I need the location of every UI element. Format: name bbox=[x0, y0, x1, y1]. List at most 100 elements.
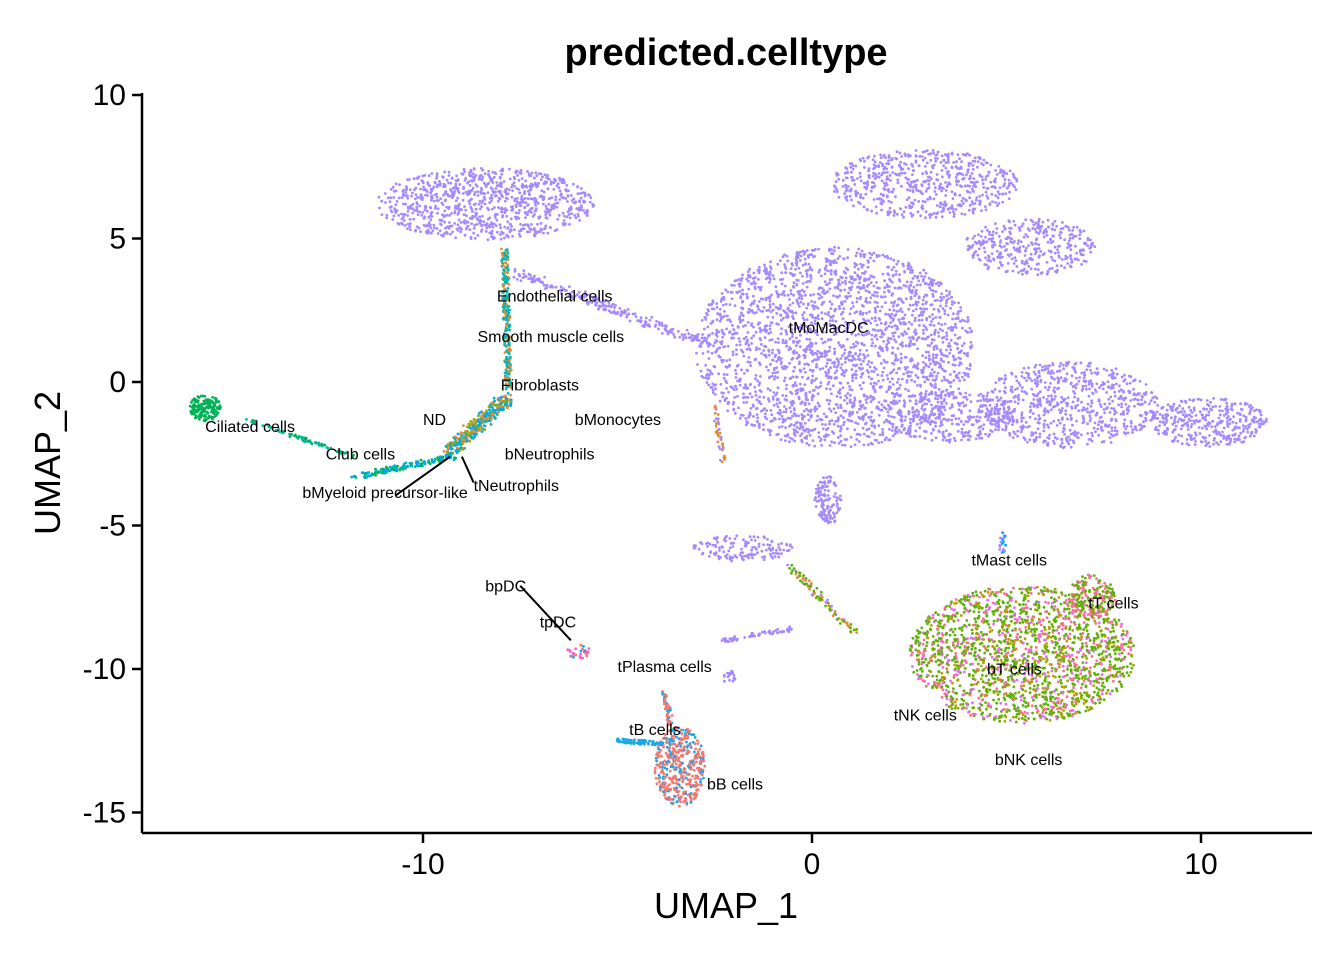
scatter-point bbox=[797, 296, 801, 300]
scatter-point bbox=[1080, 400, 1083, 404]
scatter-point bbox=[859, 310, 862, 314]
scatter-point bbox=[934, 159, 938, 163]
scatter-point bbox=[1035, 435, 1038, 439]
scatter-point bbox=[1062, 363, 1065, 367]
scatter-point bbox=[867, 277, 871, 281]
scatter-point bbox=[917, 314, 921, 318]
scatter-point bbox=[771, 316, 775, 319]
scatter-point bbox=[892, 214, 896, 217]
scatter-point bbox=[918, 418, 922, 422]
scatter-point bbox=[715, 328, 719, 332]
scatter-point bbox=[776, 376, 779, 379]
scatter-point bbox=[823, 280, 827, 283]
scatter-point bbox=[894, 427, 898, 431]
scatter-point bbox=[809, 351, 813, 355]
scatter-point bbox=[809, 293, 812, 297]
scatter-point bbox=[1143, 400, 1147, 404]
scatter-point bbox=[957, 171, 961, 175]
scatter-point bbox=[885, 254, 889, 258]
scatter-point bbox=[952, 354, 955, 358]
scatter-point bbox=[808, 433, 812, 437]
scatter-point bbox=[952, 396, 956, 400]
scatter-point bbox=[1113, 390, 1117, 394]
scatter-point bbox=[858, 400, 862, 404]
scatter-point bbox=[890, 301, 893, 304]
scatter-point bbox=[1042, 231, 1045, 235]
scatter-point bbox=[887, 188, 890, 191]
scatter-point bbox=[907, 307, 911, 311]
scatter-point bbox=[980, 209, 983, 213]
scatter-point bbox=[945, 388, 949, 392]
scatter-point bbox=[1066, 396, 1070, 400]
scatter-point bbox=[976, 180, 979, 184]
scatter-point bbox=[909, 358, 912, 362]
scatter-point bbox=[1212, 442, 1215, 446]
scatter-point bbox=[841, 416, 845, 420]
scatter-point bbox=[951, 197, 955, 201]
scatter-point bbox=[1101, 387, 1105, 391]
scatter-point bbox=[781, 338, 785, 342]
scatter-point bbox=[769, 389, 772, 392]
scatter-point bbox=[909, 265, 913, 269]
scatter-point bbox=[784, 366, 788, 369]
scatter-point bbox=[974, 250, 978, 253]
scatter-point bbox=[1109, 441, 1113, 444]
scatter-point bbox=[820, 352, 824, 356]
scatter-point bbox=[744, 417, 748, 420]
scatter-point bbox=[839, 403, 842, 407]
scatter-point bbox=[1015, 418, 1019, 422]
scatter-point bbox=[1089, 250, 1093, 254]
scatter-point bbox=[931, 294, 935, 298]
scatter-point bbox=[934, 391, 937, 395]
scatter-point bbox=[837, 341, 840, 344]
scatter-point bbox=[1034, 267, 1037, 271]
scatter-point bbox=[767, 400, 771, 403]
scatter-point bbox=[463, 205, 466, 209]
scatter-point bbox=[1205, 407, 1208, 411]
scatter-point bbox=[1180, 427, 1183, 431]
scatter-point bbox=[1128, 391, 1132, 395]
scatter-point bbox=[1058, 244, 1061, 248]
scatter-point bbox=[982, 158, 986, 162]
scatter-point bbox=[1023, 267, 1026, 271]
scatter-point bbox=[841, 310, 845, 314]
scatter-point bbox=[838, 429, 842, 433]
scatter-point bbox=[1043, 419, 1047, 423]
scatter-point bbox=[1119, 412, 1123, 416]
scatter-point bbox=[923, 407, 927, 411]
scatter-point bbox=[980, 436, 984, 440]
scatter-point bbox=[904, 154, 907, 158]
scatter-point bbox=[1154, 425, 1158, 429]
scatter-point bbox=[949, 306, 952, 310]
scatter-point bbox=[873, 160, 877, 164]
scatter-point bbox=[968, 153, 971, 157]
scatter-point bbox=[741, 325, 745, 328]
scatter-point bbox=[805, 285, 809, 289]
scatter-point bbox=[987, 258, 991, 261]
scatter-point bbox=[732, 407, 736, 411]
scatter-point bbox=[797, 266, 801, 270]
scatter-point bbox=[848, 350, 852, 354]
scatter-point bbox=[833, 371, 837, 375]
scatter-point bbox=[1239, 402, 1242, 406]
scatter-point bbox=[878, 254, 881, 257]
scatter-point bbox=[844, 271, 847, 275]
scatter-point bbox=[943, 312, 947, 316]
scatter-point bbox=[900, 317, 904, 321]
scatter-point bbox=[1005, 411, 1008, 414]
scatter-point bbox=[768, 270, 772, 274]
scatter-point bbox=[1090, 382, 1093, 385]
scatter-point bbox=[913, 394, 917, 398]
scatter-point bbox=[805, 337, 809, 341]
scatter-point bbox=[1001, 414, 1005, 418]
scatter-point bbox=[1031, 243, 1034, 246]
scatter-point bbox=[830, 302, 834, 306]
scatter-point bbox=[832, 190, 836, 193]
scatter-point bbox=[1067, 228, 1071, 232]
scatter-point bbox=[727, 390, 730, 394]
scatter-point bbox=[778, 408, 782, 412]
scatter-point bbox=[890, 429, 894, 432]
scatter-point bbox=[851, 379, 854, 383]
scatter-point bbox=[875, 337, 879, 341]
scatter-point bbox=[868, 365, 872, 369]
